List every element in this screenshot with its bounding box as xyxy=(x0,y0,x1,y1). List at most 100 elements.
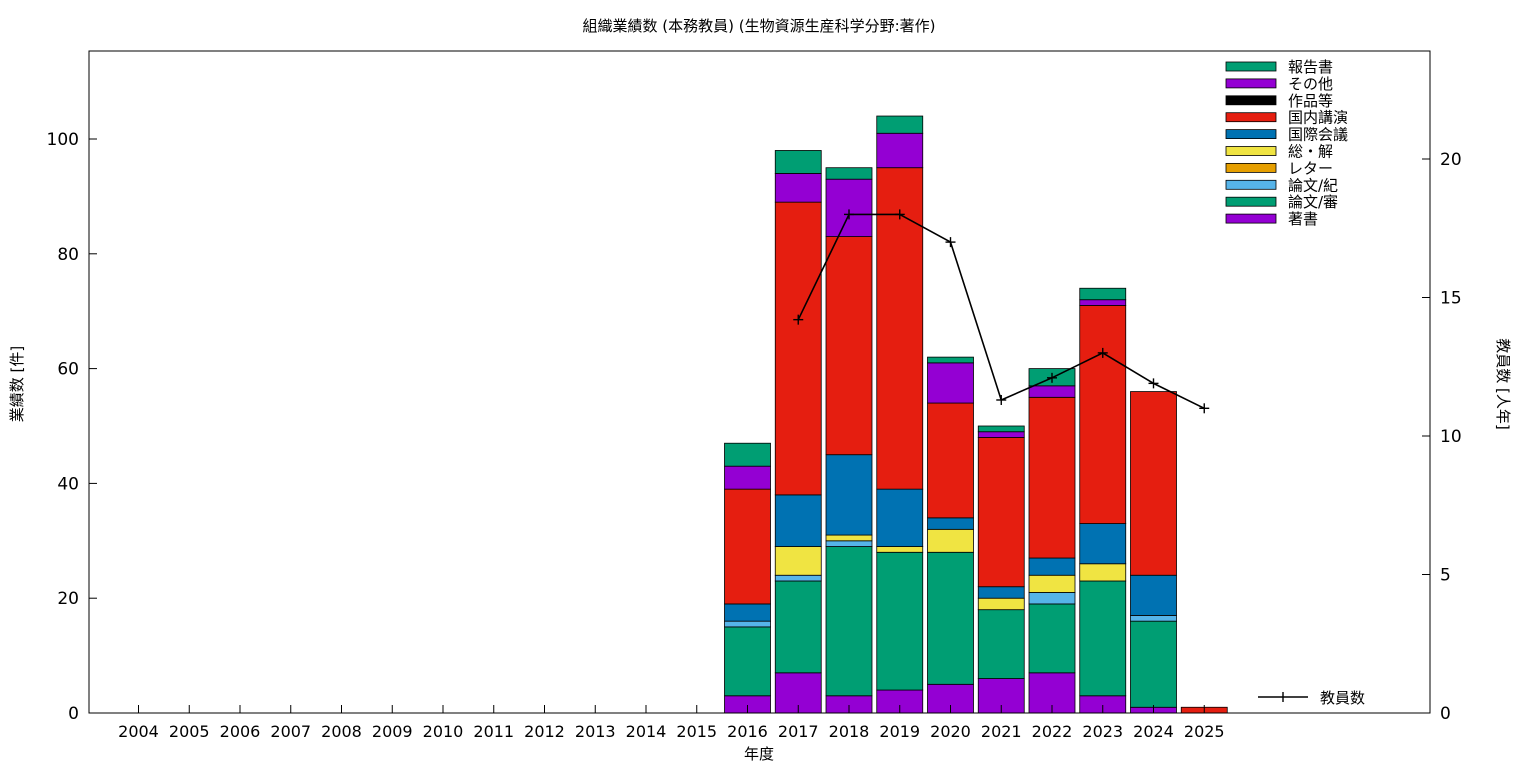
y2-tick-label-10: 10 xyxy=(1440,427,1462,447)
x-tick-label-2020: 2020 xyxy=(930,722,971,741)
bar-segment-2017-8 xyxy=(774,173,822,203)
legend-label-国内講演: 国内講演 xyxy=(1288,109,1348,127)
bar-segment-2018-2 xyxy=(825,540,873,547)
x-tick-label-2023: 2023 xyxy=(1082,722,1123,741)
x-tick-label-2019: 2019 xyxy=(879,722,920,741)
legend-swatch-作品等 xyxy=(1225,95,1277,106)
bar-segment-2022-4 xyxy=(1028,574,1076,593)
bar-segment-2017-1 xyxy=(774,580,822,674)
y-tick-label-100: 100 xyxy=(47,130,79,150)
bar-segment-2020-6 xyxy=(927,402,974,519)
bar-segment-2017-4 xyxy=(774,546,822,576)
x-tick-label-2007: 2007 xyxy=(270,722,311,741)
y2-tick-label-20: 20 xyxy=(1440,150,1462,170)
legend-label-国際会議: 国際会議 xyxy=(1288,126,1348,144)
bar-segment-2021-9 xyxy=(977,425,1025,433)
faculty-count-point-2025 xyxy=(1199,403,1210,414)
y-tick-label-20: 20 xyxy=(57,589,79,609)
faculty-count-point-2017 xyxy=(793,314,804,325)
bar-segment-2021-1 xyxy=(977,609,1025,679)
bar-segment-2022-5 xyxy=(1028,557,1076,576)
y-tick-label-80: 80 xyxy=(57,245,79,265)
legend-swatch-著書 xyxy=(1225,213,1277,224)
bar-segment-2019-8 xyxy=(876,132,924,169)
x-axis-label: 年度 xyxy=(744,745,774,763)
legend-swatch-国内講演 xyxy=(1225,112,1277,123)
legend-swatch-その他 xyxy=(1225,78,1277,89)
legend-swatch-レター xyxy=(1225,162,1277,173)
faculty-count-point-2023 xyxy=(1097,347,1108,358)
x-tick-label-2008: 2008 xyxy=(321,722,362,741)
x-tick-label-2006: 2006 xyxy=(220,722,261,741)
bar-segment-2023-8 xyxy=(1079,299,1127,306)
y2-axis-label: 教員数 [人年] xyxy=(1494,338,1512,429)
faculty-count-point-2019 xyxy=(894,209,905,220)
legend-label-著書: 著書 xyxy=(1288,210,1318,228)
bar-segment-2018-6 xyxy=(825,236,873,456)
faculty-count-point-2018 xyxy=(844,209,854,220)
bar-segment-2016-8 xyxy=(724,465,771,490)
bar-segment-2021-5 xyxy=(977,586,1025,599)
plot-frame xyxy=(88,50,1431,714)
y2-tick-label-0: 0 xyxy=(1440,704,1451,724)
bar-segment-2021-6 xyxy=(977,437,1025,588)
bar-segment-2022-8 xyxy=(1028,385,1076,398)
y2-tick-label-15: 15 xyxy=(1440,289,1462,309)
y-tick-label-0: 0 xyxy=(68,704,79,724)
bar-segment-2017-6 xyxy=(774,201,822,496)
legend-label-論文/審: 論文/審 xyxy=(1288,193,1338,211)
legend-label-論文/紀: 論文/紀 xyxy=(1288,176,1338,194)
bar-segment-2017-9 xyxy=(774,150,822,174)
legend-label-line: 教員数 xyxy=(1320,689,1365,707)
bar-segment-2016-1 xyxy=(724,626,771,697)
chart-title: 組織業績数 (本務教員) (生物資源生産科学分野:著作) xyxy=(582,17,935,35)
x-tick-label-2021: 2021 xyxy=(981,722,1022,741)
bar-segment-2020-9 xyxy=(927,356,974,364)
legend-swatch-総・解 xyxy=(1225,146,1277,156)
bar-segment-2019-5 xyxy=(876,488,924,547)
bar-segment-2021-8 xyxy=(977,431,1025,438)
bar-segment-2020-4 xyxy=(927,528,974,553)
bar-segment-2020-8 xyxy=(927,362,974,404)
x-tick-label-2018: 2018 xyxy=(829,722,870,741)
legend-label-総・解: 総・解 xyxy=(1288,143,1333,161)
legend-swatch-報告書 xyxy=(1225,61,1277,72)
bar-segment-2024-5 xyxy=(1130,574,1177,616)
x-tick-label-2015: 2015 xyxy=(676,722,717,741)
bar-segment-2019-1 xyxy=(876,551,924,691)
bar-segment-2017-5 xyxy=(774,494,822,547)
legend-label-報告書: 報告書 xyxy=(1288,58,1333,76)
bar-segment-2022-1 xyxy=(1028,603,1076,674)
legend-line-sample xyxy=(1258,692,1308,702)
bar-segment-2023-4 xyxy=(1079,563,1127,582)
bar-segment-2016-2 xyxy=(724,620,771,628)
bar-segment-2016-6 xyxy=(724,488,771,605)
legend-swatch-論文/審 xyxy=(1225,196,1277,207)
bar-segment-2020-1 xyxy=(927,551,974,685)
bar-segment-2022-2 xyxy=(1028,592,1076,605)
bar-segment-2022-6 xyxy=(1028,396,1076,559)
x-tick-label-2011: 2011 xyxy=(473,722,514,741)
bar-segment-2023-1 xyxy=(1079,580,1127,697)
legend-swatch-論文/紀 xyxy=(1225,179,1277,190)
legend-label-レター: レター xyxy=(1288,159,1333,177)
x-tick-label-2025: 2025 xyxy=(1184,722,1225,741)
faculty-count-point-2024 xyxy=(1148,378,1159,389)
faculty-count-point-2021 xyxy=(996,394,1007,405)
bar-segment-2023-5 xyxy=(1079,523,1127,565)
x-tick-label-2013: 2013 xyxy=(575,722,616,741)
bar-segment-2018-8 xyxy=(825,178,873,237)
bar-segment-2023-9 xyxy=(1079,287,1127,301)
bar-segment-2018-5 xyxy=(825,454,873,536)
x-tick-label-2017: 2017 xyxy=(778,722,819,741)
x-tick-label-2005: 2005 xyxy=(169,722,210,741)
bar-segment-2021-4 xyxy=(977,597,1025,611)
legend-label-その他: その他 xyxy=(1288,75,1333,93)
bar-segment-2023-6 xyxy=(1079,305,1127,524)
bar-segment-2016-9 xyxy=(724,442,771,467)
bar-segment-2020-5 xyxy=(927,517,974,530)
y-axis-label: 業績数 [件] xyxy=(8,346,26,422)
